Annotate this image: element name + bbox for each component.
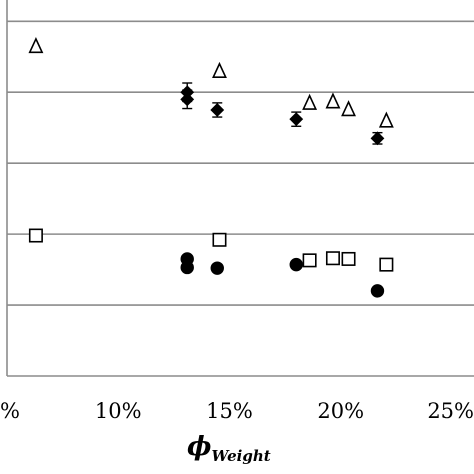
data-points xyxy=(28,37,394,298)
square-point xyxy=(212,232,227,247)
gridlines xyxy=(7,20,474,306)
triangle-point xyxy=(302,93,318,110)
circle-point xyxy=(289,257,303,272)
x-tick-label: % xyxy=(0,399,20,423)
series-open-square xyxy=(28,228,394,272)
x-tick-label: 25% xyxy=(427,399,474,423)
x-tick-label: 15% xyxy=(206,399,253,423)
square-point xyxy=(302,253,317,268)
triangle-point xyxy=(341,100,356,117)
x-tick-label: 10% xyxy=(95,399,142,423)
triangle-point xyxy=(378,111,394,128)
diamond-point xyxy=(289,112,304,127)
series-open-triangle xyxy=(28,37,394,128)
triangle-point xyxy=(212,61,227,78)
x-axis-title-symbol: ϕ xyxy=(187,432,211,462)
square-point xyxy=(28,228,43,243)
square-point xyxy=(341,251,356,266)
triangle-point xyxy=(28,37,44,54)
square-point xyxy=(325,251,340,266)
x-axis-title: ϕWeight xyxy=(187,432,271,465)
diamond-point xyxy=(210,103,225,117)
diamond-point xyxy=(370,131,385,146)
x-tick-labels: % 10% 15% 20% 25% xyxy=(0,399,474,423)
circle-point xyxy=(210,261,224,275)
circle-point xyxy=(180,260,194,275)
square-point xyxy=(379,257,394,272)
x-axis-title-subscript: Weight xyxy=(211,447,270,465)
x-tick-label: 20% xyxy=(317,399,364,423)
series-filled-circle xyxy=(180,252,385,298)
diamond-point xyxy=(180,92,195,107)
circle-point xyxy=(370,284,385,298)
triangle-point xyxy=(325,92,341,109)
series-filled-diamond xyxy=(180,82,385,146)
